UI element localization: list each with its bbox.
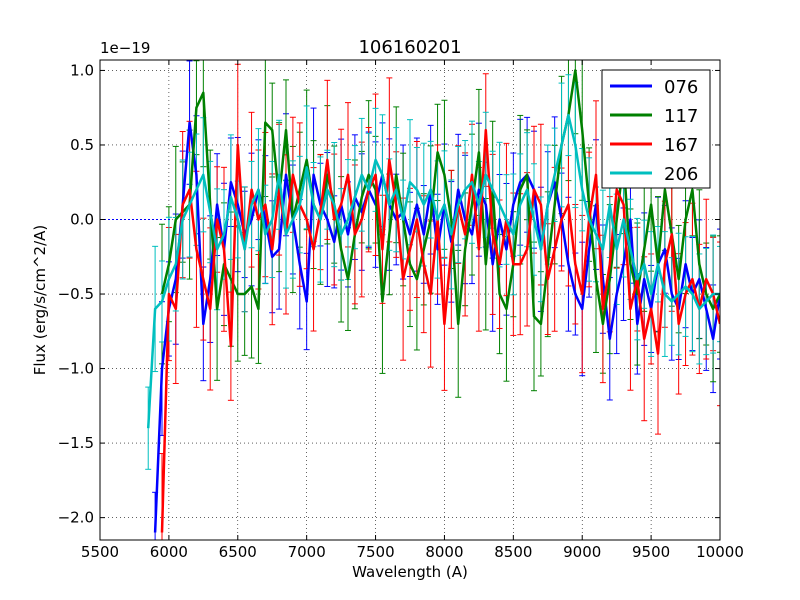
x-tick-label: 9000 [563, 543, 601, 561]
series-line-117 [160, 69, 720, 326]
y-axis-label: Flux (erg/s/cm^2/A) [31, 225, 49, 376]
legend-label: 117 [664, 106, 698, 127]
chart-title: 106160201 [358, 37, 461, 58]
legend-box [601, 69, 711, 189]
x-tick-label: 8500 [494, 543, 532, 561]
legend-label: 206 [664, 164, 698, 185]
x-tick-label: 8000 [425, 543, 463, 561]
x-tick-label: 6000 [150, 543, 188, 561]
legend-label: 167 [664, 135, 698, 156]
x-tick-label: 6500 [219, 543, 257, 561]
y-tick-label: −0.5 [58, 285, 94, 303]
y-tick-label: −1.0 [58, 360, 94, 378]
series-line-167 [160, 128, 720, 533]
plot-area: 5500 6000 6500 7000 7500 8000 8500 9000 9500 1000… [58, 59, 744, 561]
x-tick-label: 9500 [632, 543, 670, 561]
y-tick-label: −1.5 [58, 434, 94, 452]
legend: 076 117 167 206 [601, 69, 711, 189]
y-offset-label: 1e−19 [100, 39, 150, 57]
x-tick-label: 7000 [288, 543, 326, 561]
x-axis-label: Wavelength (A) [352, 563, 468, 581]
y-tick-label: −2.0 [58, 509, 94, 527]
y-tick-label: 0.0 [70, 211, 94, 229]
x-tick-label: 10000 [696, 543, 744, 561]
x-tick-label: 7500 [356, 543, 394, 561]
y-tick-label: 0.5 [70, 136, 94, 154]
series-line-206 [146, 113, 720, 429]
y-tick-label: 1.0 [70, 61, 94, 79]
x-tick-label: 5500 [81, 543, 119, 561]
legend-label: 076 [664, 77, 698, 98]
ticks: 5500 6000 6500 7000 7500 8000 8500 9000 9500 1000… [58, 60, 744, 561]
plot-frame [99, 59, 721, 541]
series-layer [100, 60, 720, 540]
